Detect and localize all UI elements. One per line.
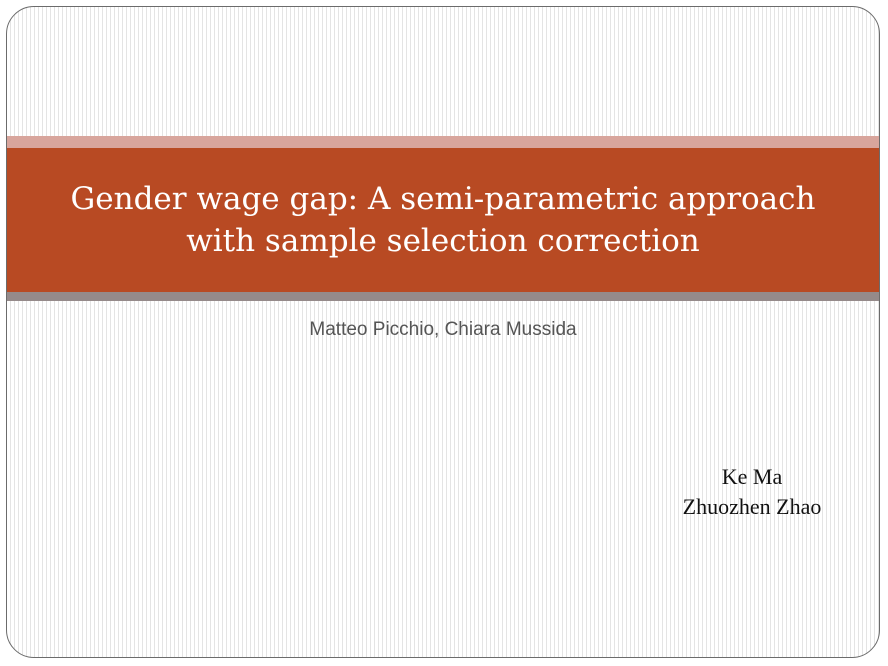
slide: Gender wage gap: A semi-parametric appro… <box>6 6 880 658</box>
title-band: Gender wage gap: A semi-parametric appro… <box>7 148 879 292</box>
slide-title-line-1: Gender wage gap: A semi-parametric appro… <box>70 181 816 217</box>
slide-presenters: Ke Ma Zhuozhen Zhao <box>647 462 857 522</box>
slide-title-line-2: with sample selection correction <box>186 223 700 259</box>
slide-authors: Matteo Picchio, Chiara Mussida <box>309 319 577 340</box>
title-band-bottom-stripe <box>7 292 879 301</box>
slide-title: Gender wage gap: A semi-parametric appro… <box>53 178 833 262</box>
title-band-top-stripe <box>7 136 879 148</box>
presenter-name: Zhuozhen Zhao <box>682 494 822 519</box>
presenter-name: Ke Ma <box>721 464 783 489</box>
